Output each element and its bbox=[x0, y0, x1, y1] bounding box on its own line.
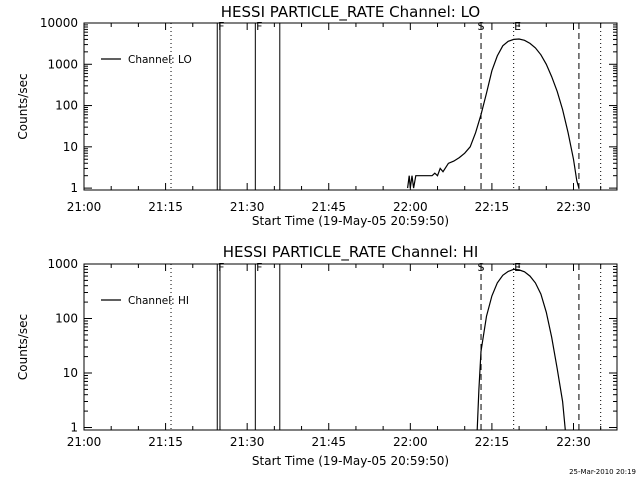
x-tick-label: 21:45 bbox=[311, 435, 346, 449]
event-marker-f: F bbox=[256, 261, 262, 274]
y-tick-label: 1 bbox=[70, 181, 78, 195]
x-tick-label: 22:30 bbox=[556, 200, 591, 214]
x-tick-label: 22:00 bbox=[393, 200, 428, 214]
chart-title: HESSI PARTICLE_RATE Channel: HI bbox=[223, 243, 479, 262]
y-axis-label: Counts/sec bbox=[16, 73, 30, 139]
x-tick-label: 22:15 bbox=[475, 200, 510, 214]
x-tick-label: 21:45 bbox=[311, 200, 346, 214]
y-tick-label: 1000 bbox=[47, 257, 78, 271]
x-tick-label: 22:15 bbox=[475, 435, 510, 449]
x-axis-label: Start Time (19-May-05 20:59:50) bbox=[252, 214, 449, 228]
event-marker-e: E bbox=[514, 261, 521, 274]
legend-label: Channel: LO bbox=[128, 54, 192, 66]
y-tick-label: 100 bbox=[55, 312, 78, 326]
event-marker-f: F bbox=[256, 20, 262, 33]
x-tick-label: 21:15 bbox=[148, 435, 183, 449]
footer-timestamp: 25-Mar-2010 20:19 bbox=[569, 468, 636, 476]
x-tick-label: 21:30 bbox=[230, 435, 265, 449]
x-axis-label: Start Time (19-May-05 20:59:50) bbox=[252, 454, 449, 468]
plot-frame bbox=[83, 263, 618, 431]
event-marker-f: F bbox=[218, 20, 224, 33]
series-line bbox=[476, 268, 566, 431]
y-tick-label: 100 bbox=[55, 99, 78, 113]
x-tick-label: 22:30 bbox=[556, 435, 591, 449]
plot-frame bbox=[83, 22, 618, 191]
x-tick-label: 22:00 bbox=[393, 435, 428, 449]
y-tick-label: 1000 bbox=[47, 57, 78, 71]
series-line bbox=[407, 38, 580, 189]
chart-title: HESSI PARTICLE_RATE Channel: LO bbox=[221, 3, 480, 22]
y-tick-label: 10 bbox=[63, 140, 78, 154]
x-tick-label: 21:00 bbox=[67, 200, 102, 214]
y-axis-label: Counts/sec bbox=[16, 314, 30, 380]
event-marker-f: F bbox=[218, 261, 224, 274]
event-marker-s: S bbox=[478, 20, 485, 33]
legend-label: Channel: HI bbox=[128, 295, 189, 307]
y-tick-label: 10000 bbox=[40, 16, 78, 30]
x-tick-label: 21:30 bbox=[230, 200, 265, 214]
y-tick-label: 1 bbox=[70, 421, 78, 435]
event-marker-e: E bbox=[514, 20, 521, 33]
x-tick-label: 21:15 bbox=[148, 200, 183, 214]
y-tick-label: 10 bbox=[63, 366, 78, 380]
x-tick-label: 21:00 bbox=[67, 435, 102, 449]
event-marker-s: S bbox=[478, 261, 485, 274]
